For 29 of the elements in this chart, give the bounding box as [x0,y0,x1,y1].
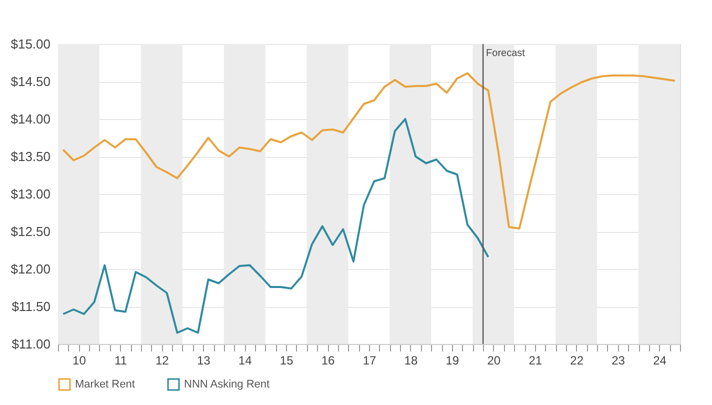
x-tick-label: 22 [570,354,584,368]
y-tick-label: $13.50 [10,149,50,164]
x-tick-label: 18 [404,354,418,368]
legend-label: Market Rent [75,378,135,391]
x-tick-label: 17 [362,354,376,368]
x-tick-label: 14 [238,354,252,368]
y-tick-label: $13.00 [10,186,50,202]
y-tick-label: $12.50 [10,224,50,239]
line-series [62,72,676,230]
y-tick-label: $11.00 [12,336,50,352]
x-tick-label: 10 [72,354,86,368]
x-tick-label: 13 [196,354,211,368]
x-tick-label: 12 [155,354,170,368]
y-tick-label: $15.00 [10,36,50,52]
ref-line-label: Forecast [486,48,526,59]
x-tick-label: 24 [653,354,667,368]
y-tick-label: $12.00 [10,262,50,276]
y-tick-label: $11.50 [12,299,50,314]
legend-label: NNN Asking Rent [184,378,270,391]
line-series [62,118,490,334]
y-tick-label: $14.00 [10,112,50,126]
x-tick-label: 15 [280,354,294,368]
x-tick-label: 23 [612,354,626,368]
x-tick-label: 16 [321,354,336,368]
y-tick-label: $14.50 [10,74,50,89]
x-tick-label: 19 [446,354,460,368]
x-tick-label: 21 [528,354,542,368]
x-tick-label: 11 [114,354,128,368]
x-tick-label: 20 [487,354,501,368]
